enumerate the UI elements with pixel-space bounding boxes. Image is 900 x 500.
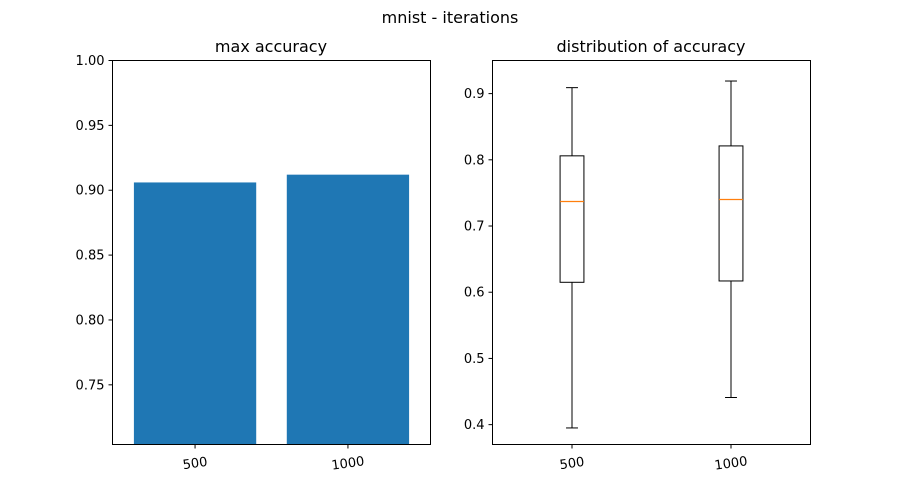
y-tick-label: 0.9 (464, 87, 485, 102)
bar (133, 182, 257, 445)
y-tick-label: 0.5 (464, 352, 485, 367)
x-tick-label: 500 (182, 455, 209, 473)
bar-chart-frame (112, 60, 431, 445)
figure-suptitle: mnist - iterations (382, 8, 519, 27)
box-plot-y-axis: 0.4 0.5 0.6 0.7 0.8 0.9 (464, 87, 493, 433)
x-tick-label: 1000 (714, 454, 749, 473)
y-tick-label: 0.6 (464, 286, 485, 301)
box (559, 155, 585, 283)
bar (286, 174, 410, 445)
y-tick-label: 0.80 (76, 313, 105, 328)
y-tick-label: 0.4 (464, 418, 485, 433)
bar-chart-panel: max accuracy 0.75 0.80 0.85 0.90 0.95 1.00 50… (76, 37, 431, 474)
box-plot-title: distribution of accuracy (557, 37, 746, 56)
box (718, 145, 744, 282)
y-tick-label: 0.7 (464, 220, 485, 235)
box-plot-panel: distribution of accuracy 0.4 0.5 0.6 0.7 0.8… (464, 37, 811, 474)
y-tick-label: 0.85 (76, 249, 105, 264)
x-tick-label: 1000 (331, 454, 366, 473)
box-plot-marks (559, 80, 744, 429)
bar-chart-x-axis: 500 1000 (182, 444, 366, 474)
y-tick-label: 0.95 (76, 119, 105, 134)
x-tick-label: 500 (559, 455, 586, 473)
box-plot-x-axis: 500 1000 (559, 444, 749, 474)
box-plot-frame (492, 60, 811, 445)
y-tick-label: 0.75 (76, 378, 105, 393)
y-tick-label: 1.00 (76, 54, 105, 69)
y-tick-label: 0.90 (76, 184, 105, 199)
bar-chart-marks (133, 174, 410, 445)
bar-chart-y-axis: 0.75 0.80 0.85 0.90 0.95 1.00 (76, 54, 113, 393)
y-tick-label: 0.8 (464, 153, 485, 168)
bar-chart-title: max accuracy (215, 37, 327, 56)
